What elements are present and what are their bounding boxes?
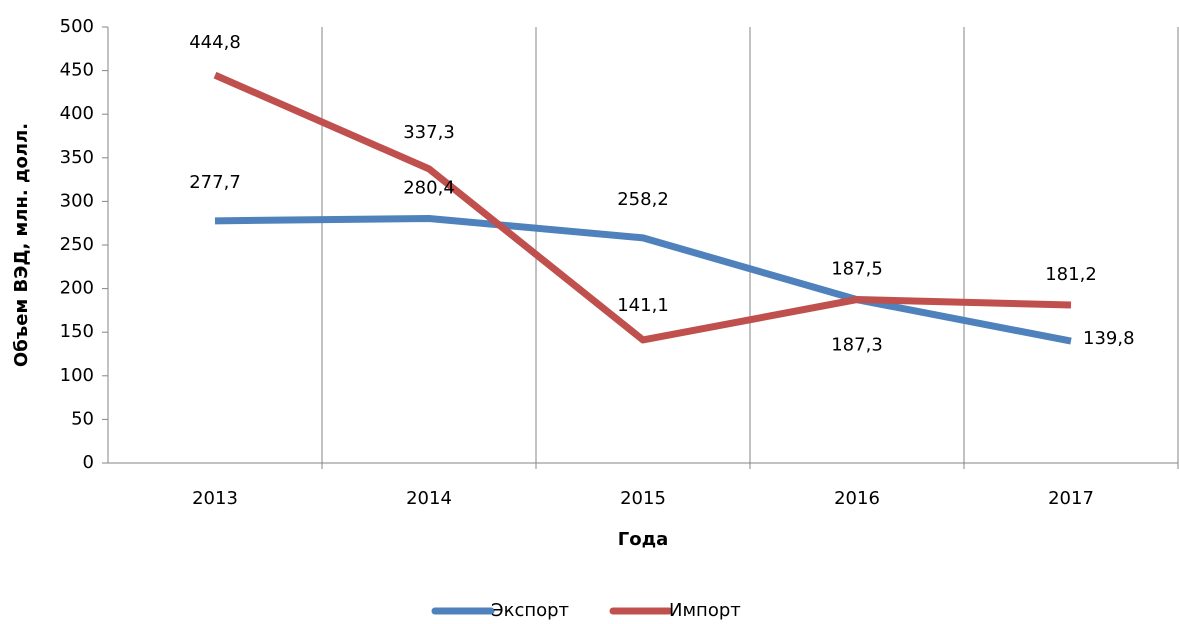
y-tick-label: 250 <box>60 234 94 255</box>
x-tick-label: 2014 <box>406 488 452 509</box>
x-axis-label: Года <box>618 529 669 550</box>
data-label: 141,1 <box>617 295 669 316</box>
data-label: 280,4 <box>403 177 455 198</box>
data-label: 277,7 <box>189 172 241 193</box>
data-label: 337,3 <box>403 122 455 143</box>
legend-label: Импорт <box>669 600 741 621</box>
y-tick-label: 50 <box>71 408 94 429</box>
x-tick-label: 2015 <box>620 488 666 509</box>
x-tick-label: 2016 <box>834 488 880 509</box>
data-label: 258,2 <box>617 189 669 210</box>
data-label: 139,8 <box>1083 328 1135 349</box>
x-tick-label: 2013 <box>192 488 238 509</box>
y-tick-label: 150 <box>60 321 94 342</box>
data-label: 444,8 <box>189 32 241 53</box>
y-tick-label: 0 <box>83 452 94 473</box>
x-tick-label: 2017 <box>1048 488 1094 509</box>
data-label: 187,5 <box>831 259 883 280</box>
legend-label: Экспорт <box>491 600 569 621</box>
y-axis-label: Объем ВЭД, млн. долл. <box>11 123 32 367</box>
line-series <box>214 214 1072 345</box>
y-tick-label: 350 <box>60 147 94 168</box>
y-tick-label: 500 <box>60 16 94 37</box>
line-series <box>213 71 1072 344</box>
y-tick-label: 450 <box>60 60 94 81</box>
data-label: 181,2 <box>1045 264 1097 285</box>
y-tick-label: 200 <box>60 278 94 299</box>
y-tick-label: 100 <box>60 365 94 386</box>
data-label: 187,3 <box>831 335 883 356</box>
y-tick-label: 400 <box>60 103 94 124</box>
y-tick-label: 300 <box>60 190 94 211</box>
